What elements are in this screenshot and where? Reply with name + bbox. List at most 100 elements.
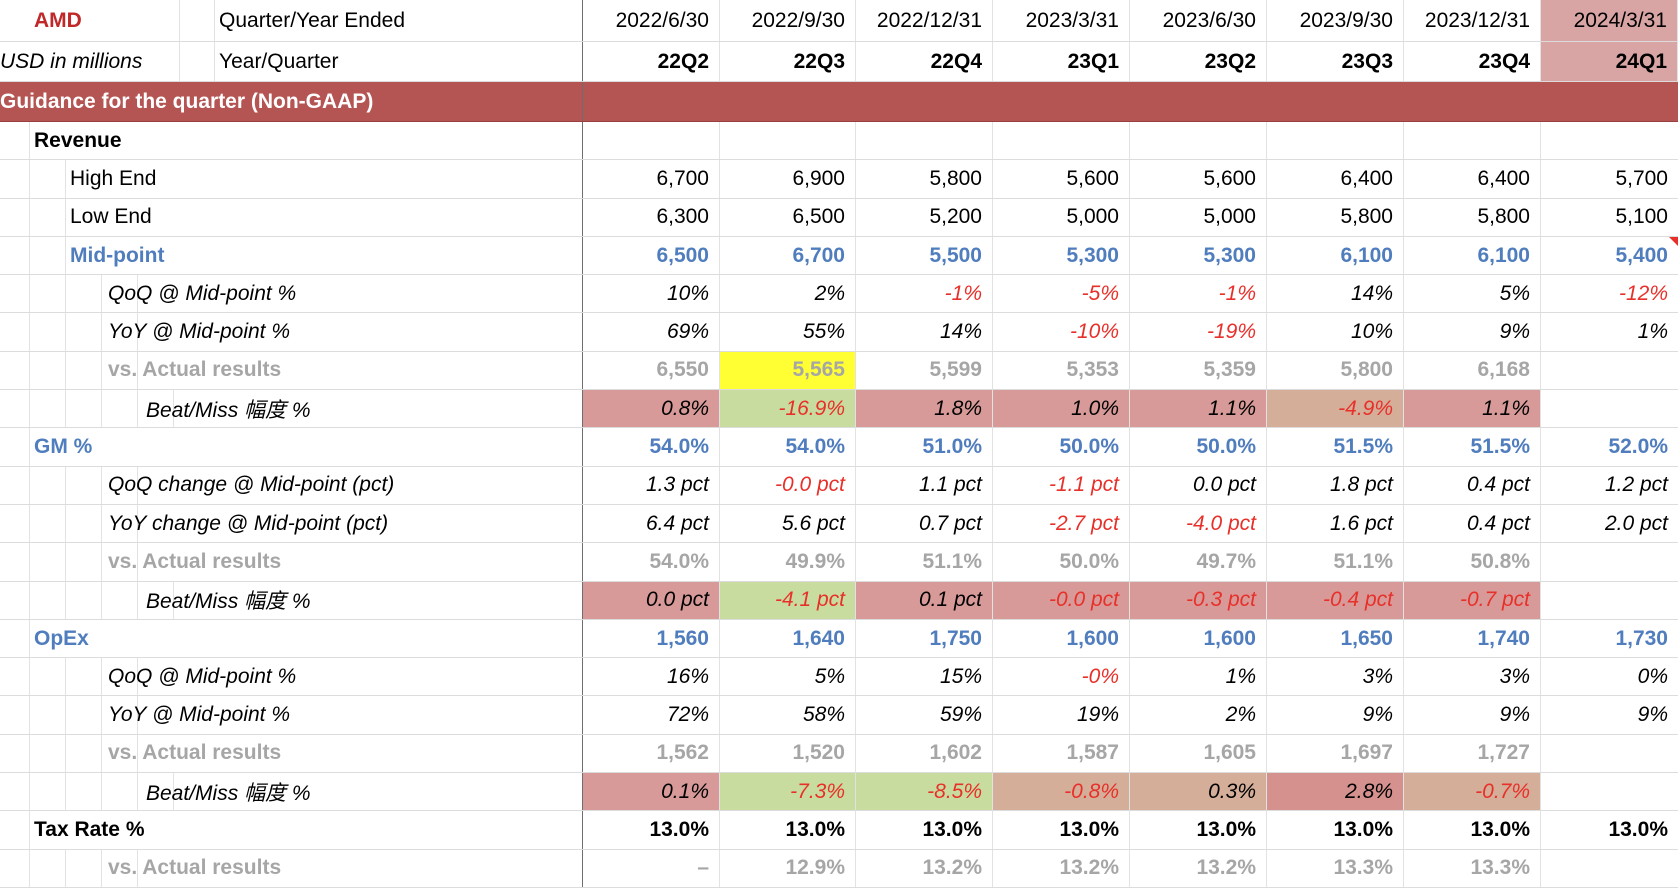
value-cell[interactable]: 1% [1637, 320, 1668, 344]
value-cell[interactable]: 0.4 pct [1404, 504, 1541, 543]
value-cell[interactable]: 5,100 [1615, 205, 1668, 229]
grid-cell[interactable] [30, 275, 66, 313]
grid-cell[interactable] [180, 42, 215, 81]
grid-cell[interactable] [102, 581, 138, 619]
value-cell[interactable]: 1,560 [583, 619, 720, 658]
value-cell[interactable] [1541, 122, 1678, 159]
value-cell[interactable] [1404, 122, 1541, 160]
value-cell[interactable]: -0.0 pct [993, 581, 1130, 619]
grid-cell[interactable] [102, 658, 138, 696]
value-cell[interactable] [1541, 390, 1678, 427]
value-cell[interactable]: -12% [1618, 281, 1668, 305]
value-cell[interactable]: -1.1 pct [993, 466, 1130, 504]
value-cell[interactable]: 1,602 [856, 734, 993, 773]
value-cell[interactable]: 0.8% [583, 390, 720, 428]
value-cell[interactable]: 15% [856, 658, 993, 696]
grid-cell[interactable] [66, 313, 102, 351]
grid-cell[interactable] [0, 160, 30, 198]
value-cell[interactable]: 0.7 pct [856, 504, 993, 543]
value-cell[interactable]: 14% [856, 313, 993, 351]
value-cell[interactable]: 6,900 [720, 160, 856, 198]
value-cell[interactable]: -2.7 pct [993, 504, 1130, 543]
value-cell[interactable]: 6,700 [583, 160, 720, 198]
value-cell[interactable]: 51.5% [1267, 428, 1404, 466]
value-cell[interactable]: 5,565 [720, 351, 856, 390]
value-cell[interactable]: 50.0% [993, 543, 1130, 581]
value-cell[interactable]: 13.0% [583, 811, 720, 849]
grid-cell[interactable] [0, 313, 30, 351]
value-cell[interactable]: 13.3% [1267, 849, 1404, 887]
grid-cell[interactable] [0, 734, 30, 773]
value-cell[interactable]: 6,300 [583, 198, 720, 236]
grid-cell[interactable] [66, 773, 102, 811]
value-cell[interactable]: 1,640 [720, 619, 856, 658]
comment-indicator-icon[interactable] [1669, 236, 1678, 246]
value-cell[interactable]: 6,400 [1404, 160, 1541, 198]
value-cell[interactable]: 5,353 [993, 351, 1130, 390]
grid-cell[interactable] [30, 581, 66, 619]
value-cell[interactable]: 9% [1267, 696, 1404, 734]
value-cell[interactable]: -0.4 pct [1267, 581, 1404, 619]
value-cell[interactable]: 50.0% [1130, 428, 1267, 466]
grid-cell[interactable] [0, 198, 30, 236]
value-cell[interactable] [1267, 122, 1404, 160]
value-cell[interactable]: 58% [720, 696, 856, 734]
grid-cell[interactable] [0, 466, 30, 504]
value-cell[interactable]: 5% [720, 658, 856, 696]
grid-cell[interactable] [0, 696, 30, 734]
value-cell[interactable]: 5,000 [993, 198, 1130, 236]
value-cell[interactable]: 5,200 [856, 198, 993, 236]
value-cell[interactable]: 0% [1637, 664, 1668, 688]
grid-cell[interactable] [0, 236, 30, 275]
grid-cell[interactable] [102, 543, 138, 581]
value-cell[interactable] [1130, 122, 1267, 160]
quarter-cell-23Q4[interactable]: 23Q4 [1404, 42, 1541, 81]
grid-cell[interactable] [180, 0, 215, 41]
value-cell[interactable]: 5,800 [1404, 198, 1541, 236]
value-cell[interactable]: 1.2 pct [1604, 473, 1668, 497]
grid-cell[interactable] [30, 658, 66, 696]
value-cell[interactable]: 1.6 pct [1267, 504, 1404, 543]
value-cell[interactable]: 1,650 [1267, 619, 1404, 658]
value-cell[interactable]: 5,800 [1267, 351, 1404, 390]
value-cell[interactable] [720, 122, 856, 160]
grid-cell[interactable] [30, 351, 66, 390]
value-cell[interactable]: 1,730 [1615, 626, 1668, 650]
value-cell[interactable] [583, 122, 720, 160]
value-cell[interactable]: 1,587 [993, 734, 1130, 773]
date-cell-2022/9/30[interactable]: 2022/9/30 [720, 0, 856, 41]
grid-cell[interactable] [66, 581, 102, 619]
value-cell[interactable]: 51.0% [856, 428, 993, 466]
value-cell[interactable]: 13.0% [856, 811, 993, 849]
value-cell[interactable]: 1,740 [1404, 619, 1541, 658]
value-cell[interactable]: 1.0% [993, 390, 1130, 428]
date-cell-2023/6/30[interactable]: 2023/6/30 [1130, 0, 1267, 41]
grid-cell[interactable] [30, 849, 66, 887]
value-cell[interactable]: 6,500 [720, 198, 856, 236]
grid-cell[interactable] [0, 390, 30, 428]
value-cell[interactable]: 51.1% [856, 543, 993, 581]
value-cell[interactable]: 10% [1267, 313, 1404, 351]
value-cell[interactable]: 5.6 pct [720, 504, 856, 543]
value-cell[interactable]: 72% [583, 696, 720, 734]
value-cell[interactable]: 6.4 pct [583, 504, 720, 543]
value-cell[interactable]: 6,400 [1267, 160, 1404, 198]
value-cell[interactable]: 5,700 [1615, 166, 1668, 190]
grid-cell[interactable] [138, 773, 174, 811]
grid-cell[interactable] [102, 734, 138, 773]
value-cell[interactable]: 13.2% [1130, 849, 1267, 887]
value-cell[interactable]: 51.1% [1267, 543, 1404, 581]
value-cell[interactable]: 6,550 [583, 351, 720, 390]
value-cell[interactable]: 1,697 [1267, 734, 1404, 773]
grid-cell[interactable] [0, 811, 30, 849]
grid-cell[interactable] [102, 390, 138, 428]
quarter-cell-22Q4[interactable]: 22Q4 [856, 42, 993, 81]
value-cell[interactable]: 13.2% [856, 849, 993, 887]
grid-cell[interactable] [102, 313, 138, 351]
value-cell[interactable]: 0.0 pct [1130, 466, 1267, 504]
value-cell[interactable]: -16.9% [720, 390, 856, 428]
value-cell[interactable]: 13.0% [993, 811, 1130, 849]
grid-cell[interactable] [66, 849, 102, 887]
value-cell[interactable]: 9% [1404, 696, 1541, 734]
grid-cell[interactable] [66, 734, 102, 773]
